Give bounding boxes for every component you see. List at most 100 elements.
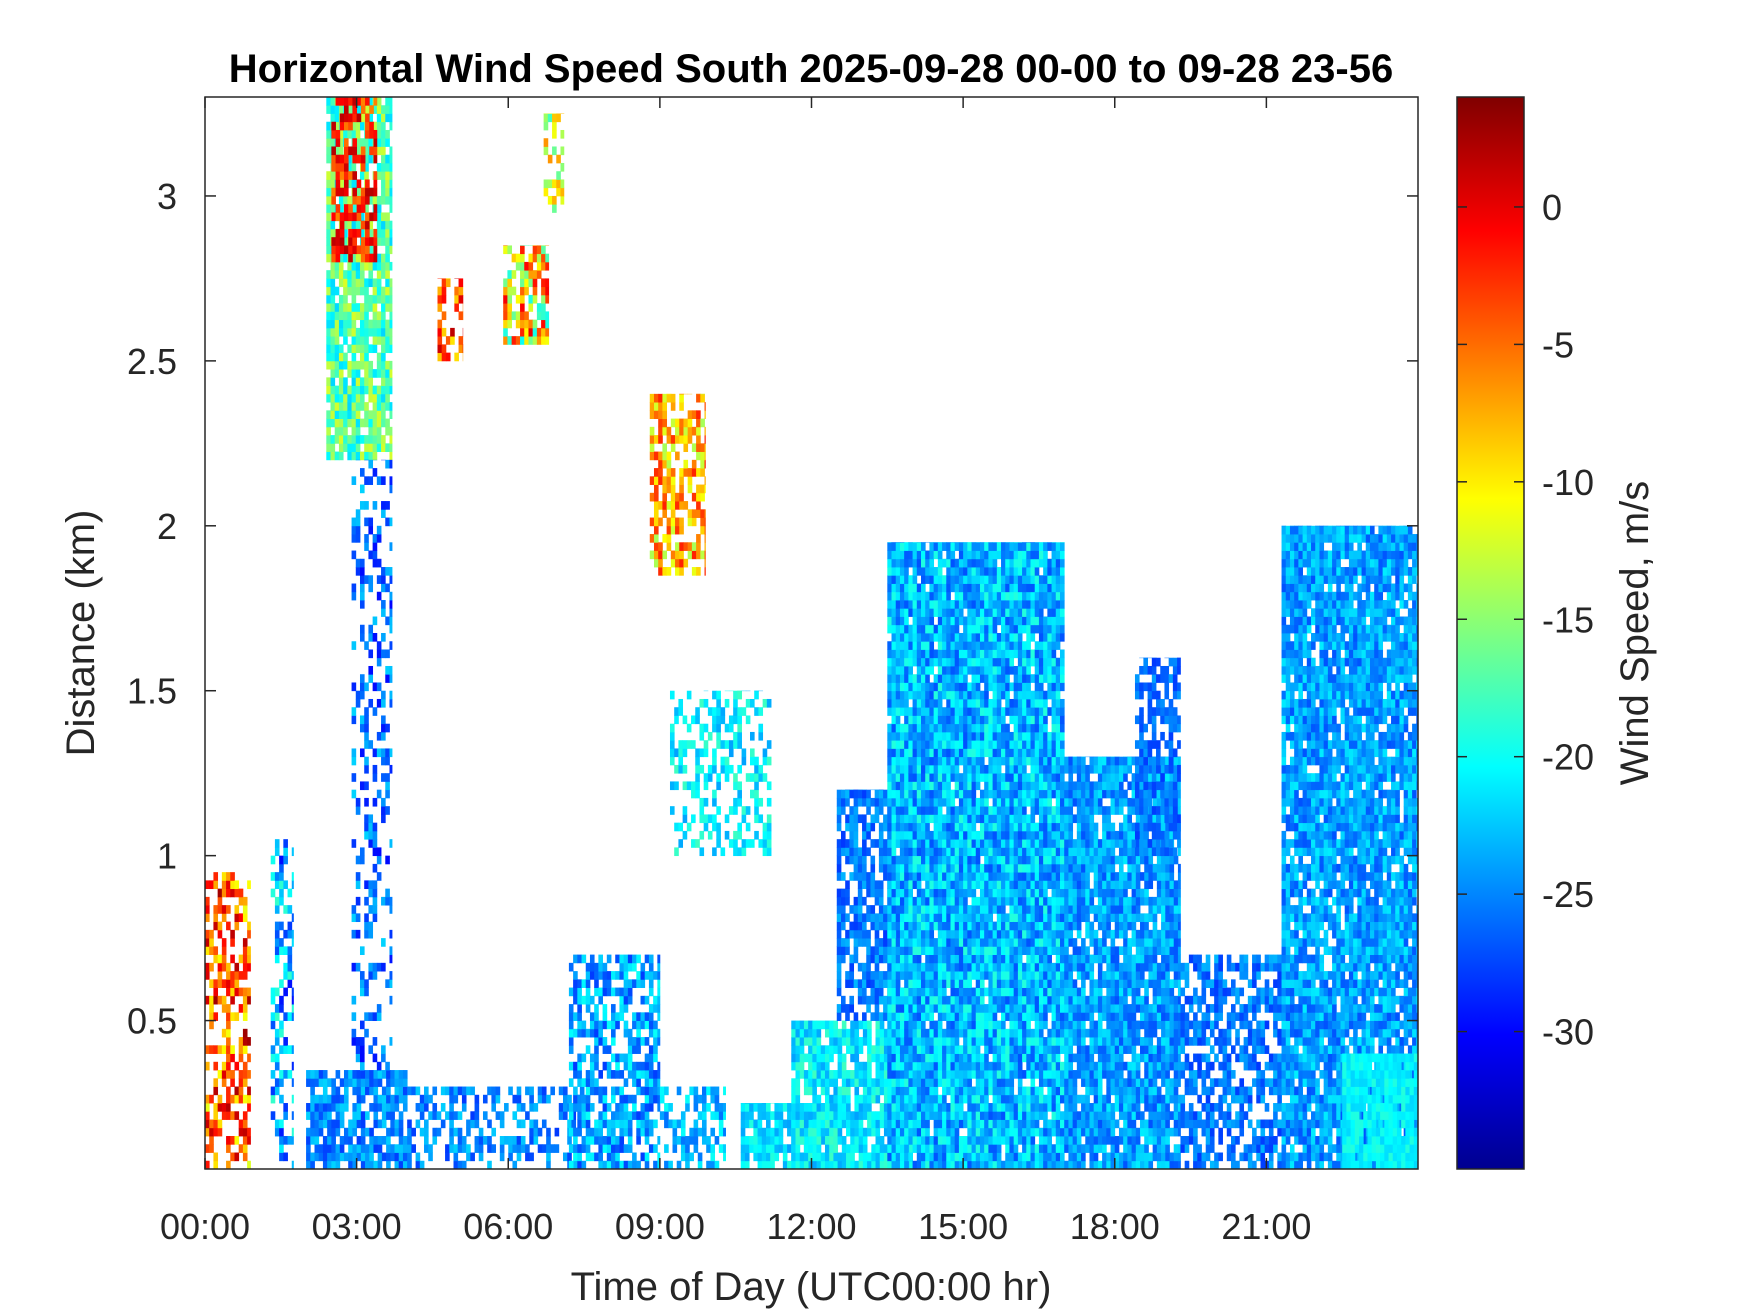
heatmap-cell — [933, 550, 939, 560]
heatmap-cell — [745, 822, 751, 832]
heatmap-cell — [691, 517, 697, 527]
heatmap-cell — [205, 913, 210, 923]
heatmap-cell — [758, 814, 764, 824]
heatmap-cell — [933, 764, 939, 774]
heatmap-cell — [942, 1152, 947, 1162]
heatmap-cell — [836, 913, 842, 923]
heatmap-cell — [950, 1012, 956, 1021]
heatmap-cell — [365, 121, 370, 131]
heatmap-cell — [662, 484, 668, 494]
heatmap-cell — [351, 905, 357, 914]
heatmap-cell — [724, 830, 730, 840]
heatmap-cell — [921, 698, 926, 708]
heatmap-cell — [368, 633, 374, 642]
heatmap-cell — [862, 938, 867, 947]
heatmap-cell — [318, 1103, 324, 1112]
heatmap-cell — [921, 913, 926, 923]
heatmap-cell — [840, 938, 846, 947]
heatmap-cell — [577, 1103, 582, 1112]
heatmap-cell — [718, 1119, 724, 1129]
heatmap-cell — [866, 905, 871, 914]
heatmap-cell — [322, 1119, 328, 1129]
heatmap-cell — [942, 682, 947, 692]
heatmap-cell — [820, 1061, 826, 1071]
heatmap-cell — [921, 872, 926, 881]
heatmap-cell — [334, 385, 340, 395]
heatmap-cell — [929, 624, 935, 634]
heatmap-cell — [640, 1127, 646, 1137]
heatmap-cell — [503, 319, 508, 329]
heatmap-cell — [878, 863, 884, 873]
heatmap-cell — [887, 649, 892, 659]
heatmap-cell — [390, 1078, 395, 1087]
heatmap-cell — [461, 1160, 467, 1169]
heatmap-cell — [335, 1086, 341, 1096]
heatmap-cell — [554, 1144, 560, 1153]
heatmap-cell — [774, 1136, 780, 1145]
heatmap-cell — [728, 715, 734, 725]
heatmap-cell — [878, 797, 884, 807]
heatmap-cell — [364, 278, 369, 288]
heatmap-cell — [602, 1136, 608, 1145]
heatmap-cell — [942, 583, 947, 593]
heatmap-cell — [921, 1111, 926, 1120]
heatmap-cell — [226, 1004, 231, 1013]
heatmap-cell — [221, 962, 227, 972]
heatmap-cell — [954, 1070, 960, 1079]
heatmap-cell — [247, 1086, 251, 1096]
heatmap-cell — [242, 905, 248, 914]
heatmap-cell — [658, 468, 663, 477]
heatmap-cell — [833, 1103, 839, 1112]
heatmap-cell — [696, 418, 701, 428]
heatmap-cell — [878, 979, 884, 988]
heatmap-cell — [330, 97, 336, 106]
heatmap-cell — [355, 435, 361, 444]
heatmap-cell — [640, 995, 646, 1005]
heatmap-cell — [878, 847, 884, 857]
heatmap-cell — [904, 649, 909, 659]
heatmap-cell — [352, 1078, 358, 1087]
heatmap-cell — [648, 987, 654, 997]
heatmap-cell — [359, 352, 365, 362]
heatmap-cell — [737, 847, 742, 857]
heatmap-cell — [581, 1094, 587, 1104]
heatmap-cell — [351, 179, 357, 189]
heatmap-cell — [359, 451, 365, 461]
heatmap-cell — [891, 987, 897, 997]
heatmap-cell — [704, 443, 706, 452]
heatmap-cell — [373, 138, 378, 147]
heatmap-cell — [279, 1144, 284, 1153]
heatmap-cell — [899, 921, 905, 931]
heatmap-cell — [887, 690, 892, 700]
heatmap-cell — [441, 286, 447, 296]
heatmap-cell — [247, 1136, 251, 1145]
heatmap-cell — [799, 1119, 805, 1129]
heatmap-cell — [653, 476, 659, 485]
heatmap-cell — [666, 542, 672, 551]
heatmap-cell — [664, 1160, 669, 1169]
heatmap-cell — [879, 1061, 885, 1071]
heatmap-cell — [563, 1152, 568, 1162]
heatmap-cell — [466, 1144, 471, 1153]
heatmap-cell — [213, 946, 219, 955]
heatmap-cell — [946, 1103, 951, 1112]
heatmap-cell — [594, 1152, 599, 1162]
heatmap-cell — [887, 575, 892, 584]
heatmap-cell — [849, 839, 855, 848]
heatmap-cell — [238, 1037, 244, 1046]
heatmap-cell — [921, 946, 926, 955]
heatmap-cell — [327, 1094, 332, 1104]
heatmap-cell — [766, 1111, 771, 1120]
heatmap-cell — [376, 253, 382, 263]
heatmap-cell — [841, 1111, 847, 1120]
heatmap-cell — [675, 435, 680, 444]
heatmap-cell — [696, 393, 701, 403]
heatmap-cell — [728, 723, 734, 733]
heatmap-cell — [407, 1119, 412, 1129]
heatmap-cell — [808, 1061, 813, 1071]
heatmap-cell — [916, 1119, 922, 1129]
heatmap-cell — [791, 1119, 796, 1129]
heatmap-cell — [581, 1136, 587, 1145]
heatmap-cell — [858, 1061, 864, 1071]
heatmap-cell — [937, 929, 943, 939]
